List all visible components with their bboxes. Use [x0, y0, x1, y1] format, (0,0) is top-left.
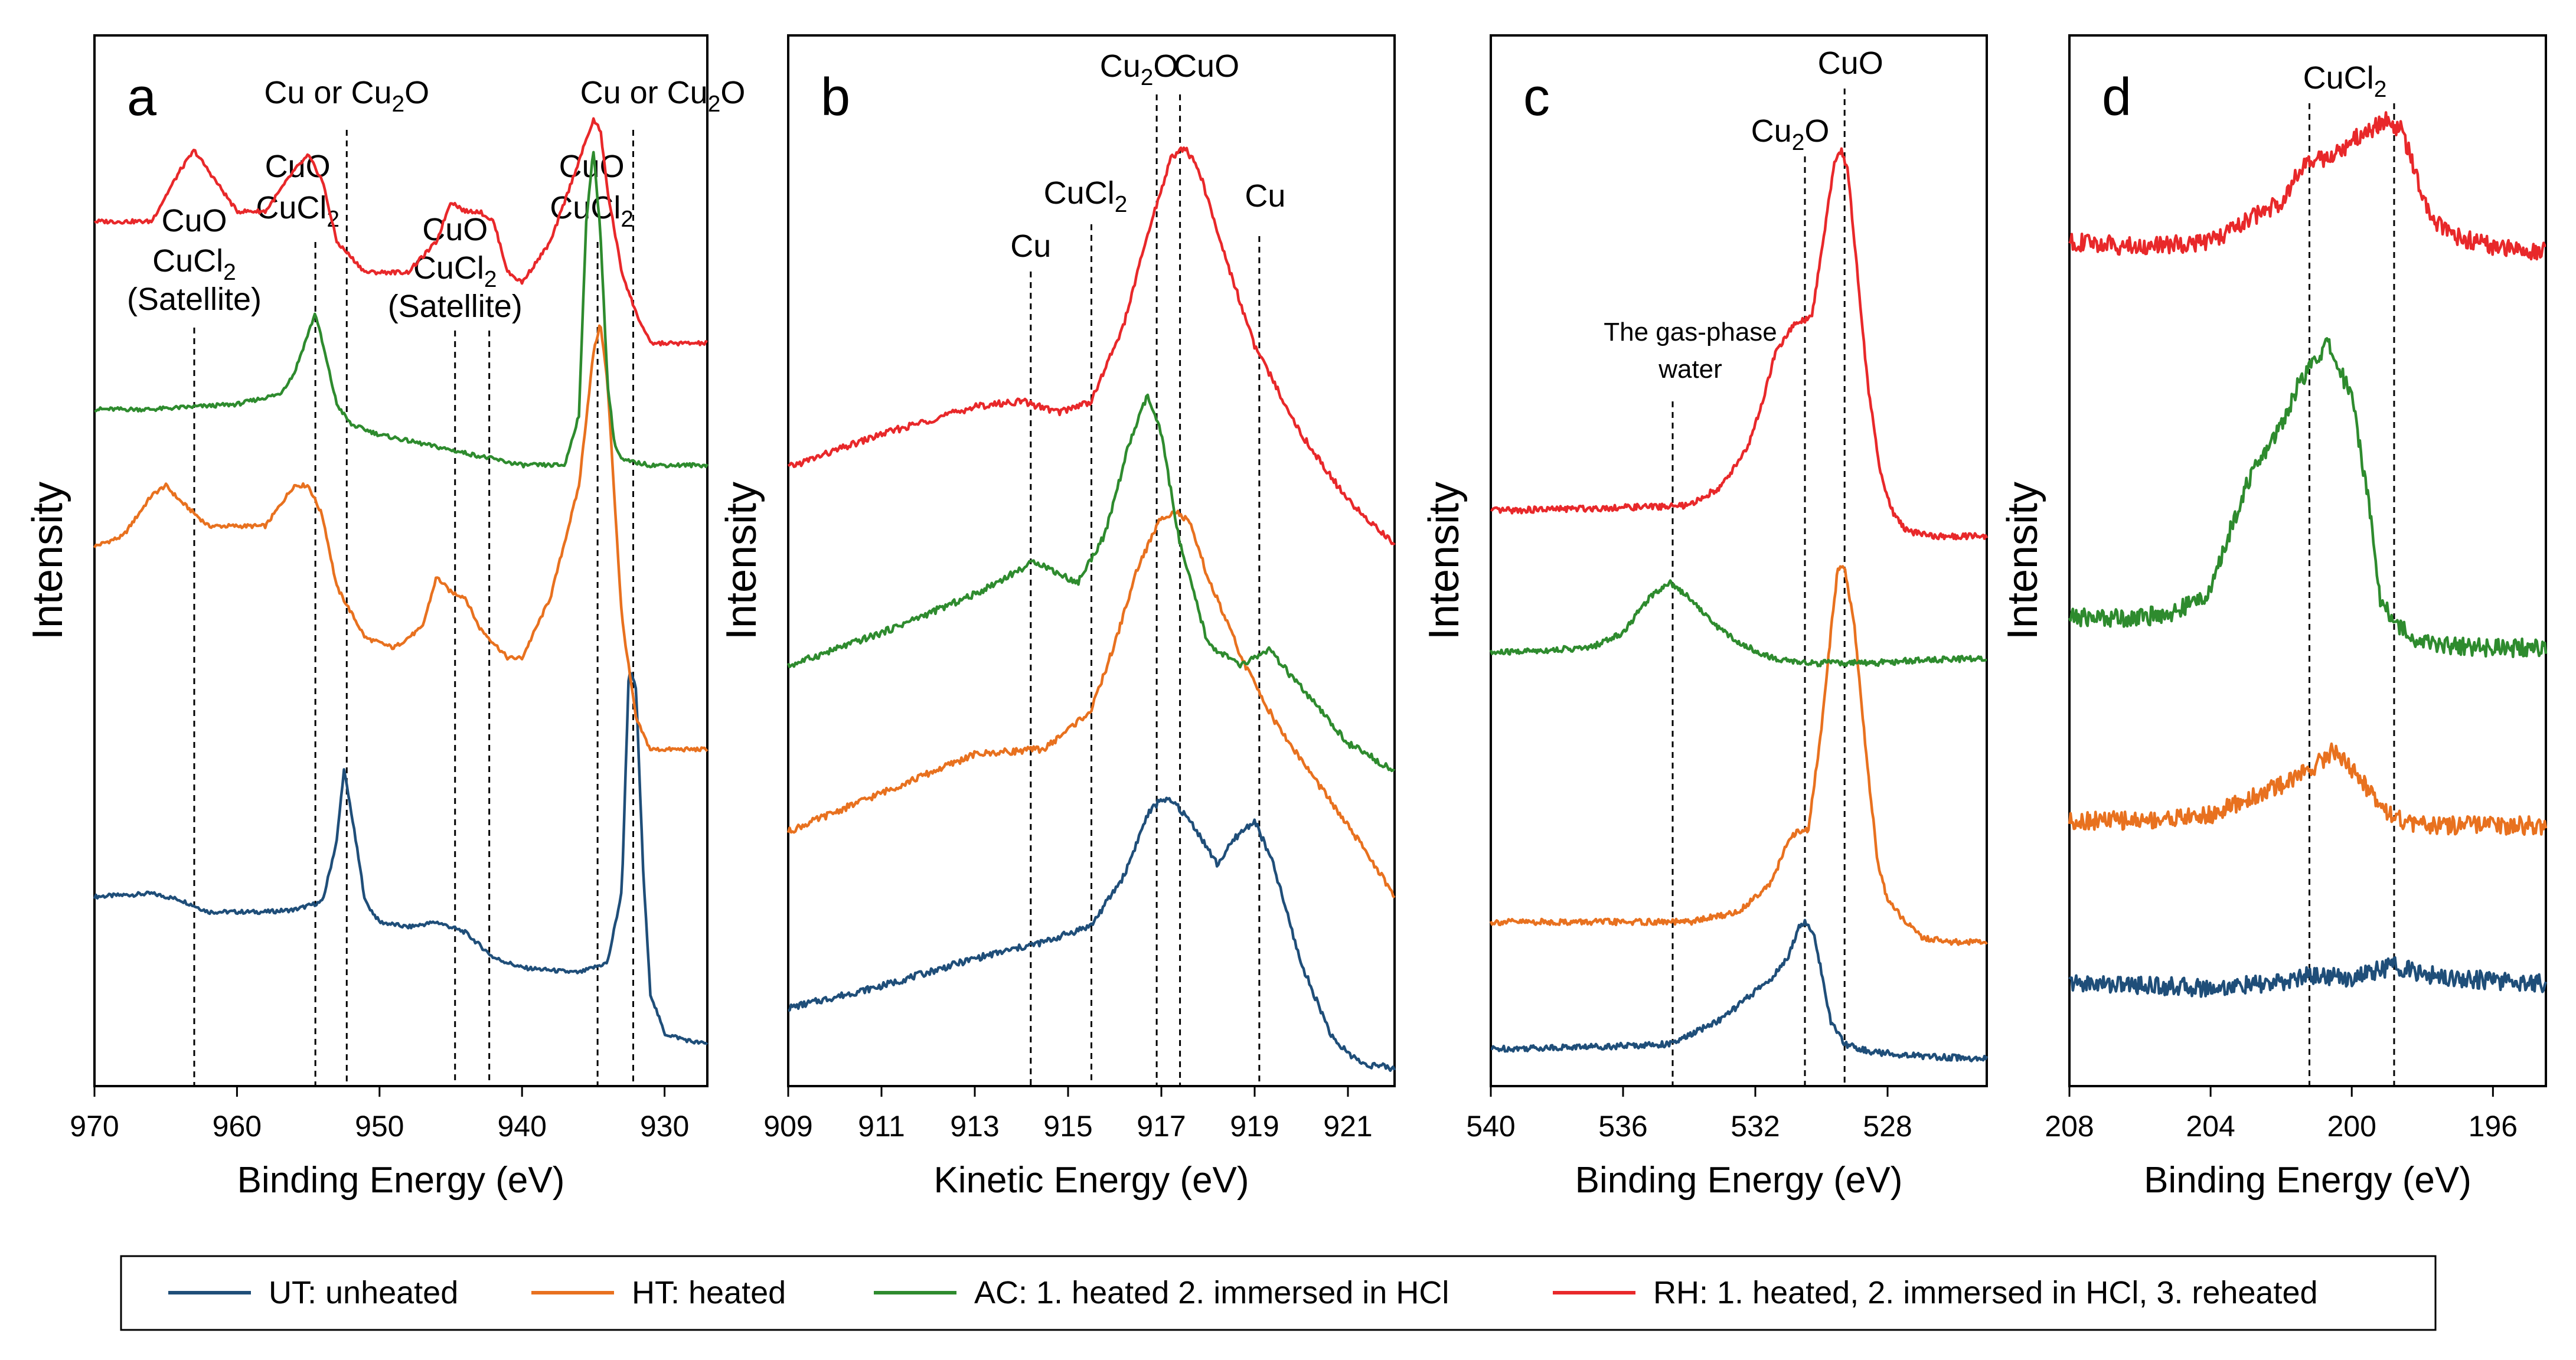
x-axis-label: Binding Energy (eV)	[2144, 1160, 2471, 1201]
x-tick-label: 536	[1598, 1110, 1647, 1143]
peak-annotation: (Satellite)	[127, 282, 262, 317]
peak-annotation: CuO	[1818, 45, 1883, 81]
x-tick-label: 960	[213, 1110, 262, 1143]
legend-label-AC: AC: 1. heated 2. immersed in HCl	[974, 1275, 1449, 1310]
series-line-HT	[2068, 742, 2548, 836]
x-tick-label: 540	[1466, 1110, 1515, 1143]
series-line-RH	[1490, 147, 1989, 541]
panel-frame	[1490, 34, 1988, 1087]
series-line-UT	[93, 671, 709, 1046]
x-axis-label: Binding Energy (eV)	[1575, 1160, 1903, 1201]
panel-a: a 970 960 950 940 930 Binding Energy (eV) Inten…	[24, 34, 746, 1201]
series-line-HT	[1489, 565, 1988, 946]
legend-box	[120, 1255, 2437, 1331]
series-line-HT	[93, 324, 709, 753]
panel-d: d 208 204 200 196 Binding Energy (eV) Intensit…	[1999, 34, 2548, 1201]
x-tick-label: 917	[1137, 1110, 1186, 1143]
x-tick-label: 911	[858, 1110, 905, 1143]
y-axis-label: Intensity	[718, 482, 765, 640]
peak-annotation: CuO	[422, 212, 488, 247]
legend-label-RH: RH: 1. heated, 2. immersed in HCl, 3. re…	[1653, 1275, 2318, 1310]
x-tick-label: 532	[1731, 1110, 1780, 1143]
x-tick-label: 970	[70, 1110, 119, 1143]
peak-annotation: (Satellite)	[388, 289, 523, 324]
series-line-UT	[1490, 918, 1989, 1062]
peak-annotation: Cu2​O	[1751, 113, 1830, 155]
series-line-UT	[2068, 956, 2548, 998]
x-tick-label: 913	[950, 1110, 999, 1143]
x-tick-label: 940	[497, 1110, 546, 1143]
x-axis-label: Binding Energy (eV)	[237, 1160, 565, 1201]
series-line-RH	[787, 146, 1396, 546]
peak-annotation: Cu or Cu2​O	[264, 75, 429, 117]
panel-label: d	[2102, 68, 2131, 127]
x-tick-label: 909	[763, 1110, 812, 1143]
legend-label-UT: UT: unheated	[269, 1275, 458, 1310]
x-tick-label: 930	[640, 1110, 689, 1143]
peak-annotation: CuO	[1174, 48, 1239, 84]
x-axis-label: Kinetic Energy (eV)	[933, 1160, 1249, 1201]
x-tick-label: 208	[2045, 1110, 2094, 1143]
panel-frame	[93, 34, 709, 1087]
y-axis-label: Intensity	[24, 482, 71, 640]
x-tick-label: 200	[2327, 1110, 2376, 1143]
x-tick-label: 919	[1230, 1110, 1279, 1143]
peak-annotation: Cu	[1245, 178, 1285, 214]
peak-annotation: The gas-phase	[1604, 318, 1777, 346]
panel-frame	[2068, 34, 2547, 1087]
x-tick-label: 528	[1863, 1110, 1912, 1143]
peak-annotation: Cu2​O	[1100, 48, 1178, 90]
legend: UT: unheated HT: heated AC: 1. heated 2. i…	[120, 1255, 2437, 1331]
y-axis-label: Intensity	[1421, 482, 1468, 640]
series-line-UT	[788, 796, 1396, 1073]
peak-annotation: CuCl2​	[2303, 60, 2387, 102]
series-line-AC	[94, 151, 709, 469]
y-axis-label: Intensity	[1999, 482, 2046, 640]
panel-label: a	[127, 68, 157, 127]
panel-b: b 909 911 913 915 917 919 921 Kinetic Energy (eV…	[718, 34, 1396, 1201]
x-tick-label: 950	[355, 1110, 404, 1143]
x-tick-label: 915	[1043, 1110, 1092, 1143]
peak-annotation: CuCl2​	[413, 250, 497, 292]
peak-annotation: Cu or Cu2​O	[580, 75, 746, 117]
peak-annotation: CuO	[161, 203, 227, 238]
x-tick-label: 921	[1323, 1110, 1372, 1143]
x-tick-label: 196	[2469, 1110, 2518, 1143]
series-line-AC	[1489, 579, 1987, 668]
panel-c: c 540 536 532 528 Binding Energy (eV) Intensit…	[1421, 34, 1989, 1201]
panel-label: b	[821, 68, 850, 127]
series-line-RH	[94, 117, 708, 347]
series-line-AC	[2068, 337, 2548, 658]
series-line-AC	[786, 393, 1396, 773]
series-line-RH	[2068, 111, 2546, 261]
peak-annotation: Cu	[1010, 228, 1051, 264]
x-tick-label: 204	[2186, 1110, 2235, 1143]
peak-annotation: CuCl2​	[152, 243, 236, 285]
panel-label: c	[1523, 68, 1550, 127]
peak-annotation: water	[1658, 355, 1722, 384]
legend-label-HT: HT: heated	[632, 1275, 786, 1310]
series-line-HT	[786, 509, 1396, 899]
peak-annotation: CuCl2​	[1044, 175, 1128, 217]
